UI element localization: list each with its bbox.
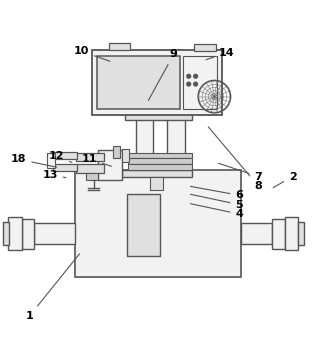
Bar: [122, 169, 192, 176]
Text: 8: 8: [208, 127, 262, 191]
Circle shape: [187, 74, 191, 78]
Text: 10: 10: [74, 46, 110, 61]
Text: 9: 9: [149, 49, 178, 101]
Text: 5: 5: [191, 194, 243, 210]
Bar: [53, 164, 76, 171]
Text: 14: 14: [206, 48, 235, 60]
Bar: [22, 219, 34, 249]
Text: 12: 12: [48, 151, 72, 162]
Bar: [112, 146, 120, 158]
Bar: [53, 152, 76, 159]
Circle shape: [194, 74, 198, 78]
Text: 18: 18: [11, 154, 57, 167]
Bar: [122, 149, 129, 162]
Bar: [75, 170, 241, 277]
Bar: [150, 176, 163, 190]
Bar: [194, 44, 216, 51]
Bar: [128, 153, 192, 158]
Bar: [136, 117, 153, 172]
Text: 2: 2: [273, 172, 296, 188]
Bar: [127, 194, 160, 256]
Bar: [47, 153, 55, 168]
Bar: [76, 164, 104, 173]
Bar: [241, 223, 272, 244]
Text: 1: 1: [26, 254, 80, 321]
Bar: [86, 173, 99, 180]
Bar: [128, 158, 192, 164]
Bar: [92, 50, 222, 115]
Text: 4: 4: [191, 204, 243, 219]
Bar: [125, 112, 192, 120]
Bar: [8, 217, 22, 250]
Bar: [97, 56, 180, 109]
Text: 13: 13: [42, 170, 66, 180]
Bar: [183, 56, 217, 109]
Bar: [3, 222, 9, 245]
Text: 11: 11: [81, 154, 112, 166]
Bar: [76, 153, 104, 161]
Text: 6: 6: [191, 186, 243, 200]
Circle shape: [194, 82, 198, 86]
Bar: [99, 150, 122, 180]
Bar: [272, 219, 285, 249]
Bar: [34, 223, 75, 244]
Circle shape: [187, 82, 191, 86]
Bar: [128, 164, 192, 169]
Bar: [285, 217, 298, 250]
Bar: [109, 43, 130, 50]
Text: 7: 7: [219, 163, 262, 181]
Bar: [167, 117, 185, 172]
Bar: [298, 222, 304, 245]
